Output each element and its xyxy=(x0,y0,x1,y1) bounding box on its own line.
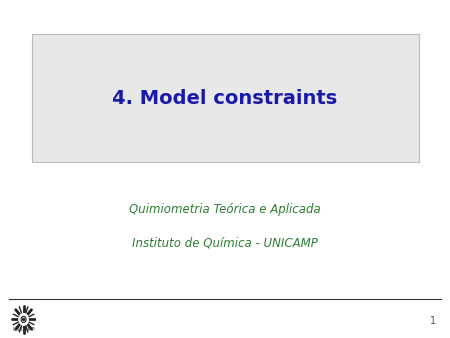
Text: UNICAMP: UNICAMP xyxy=(13,327,35,332)
Circle shape xyxy=(19,314,28,325)
Text: 1: 1 xyxy=(430,316,436,326)
FancyBboxPatch shape xyxy=(32,34,419,162)
Circle shape xyxy=(23,318,24,320)
Text: Quimiometria Teórica e Aplicada: Quimiometria Teórica e Aplicada xyxy=(129,203,321,216)
Text: Instituto de Química - UNICAMP: Instituto de Química - UNICAMP xyxy=(132,237,318,250)
Text: 4. Model constraints: 4. Model constraints xyxy=(112,89,338,107)
